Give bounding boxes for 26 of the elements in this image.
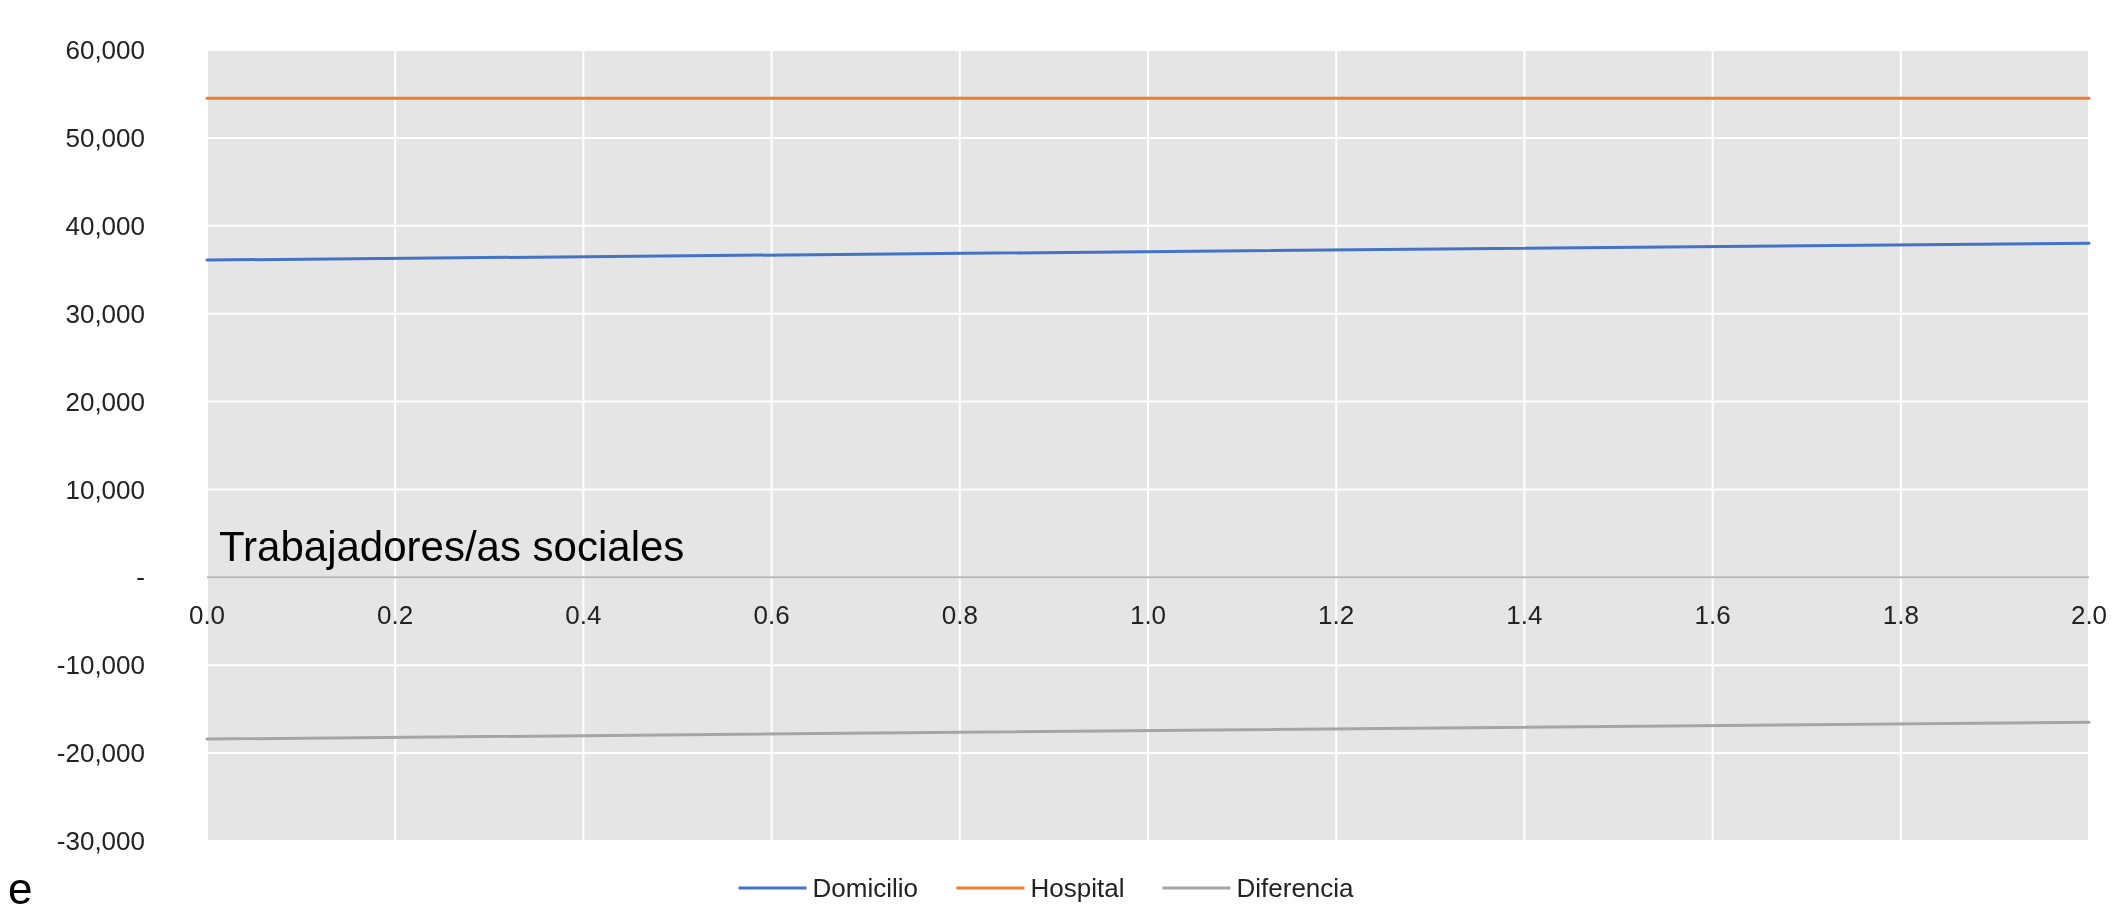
x-tick-label: 0.0 [188, 600, 226, 631]
text: e [8, 864, 33, 913]
y-tick-label: 60,000 [65, 35, 145, 66]
x-tick-label: 0.8 [941, 600, 978, 631]
x-tick-label: 1.4 [1506, 600, 1543, 631]
annotation: Trabajadores/as sociales [219, 523, 685, 571]
legend-label: Domicilio [812, 873, 918, 904]
x-tick-label: 1.0 [1129, 600, 1167, 631]
x-tick-label: 1.8 [1882, 600, 1919, 631]
y-tick-label: 30,000 [65, 298, 145, 329]
x-tick-label: 1.6 [1694, 600, 1731, 631]
x-tick-label: 0.6 [753, 600, 790, 631]
y-tick-label: -10,000 [56, 650, 145, 681]
x-tick-label: 0.2 [377, 600, 414, 631]
y-tick-label: -30,000 [56, 826, 145, 857]
y-tick-label: -20,000 [56, 738, 145, 769]
legend-label: Hospital [1030, 873, 1125, 904]
y-tick-label: - [136, 562, 145, 593]
y-tick-label: 40,000 [65, 210, 145, 241]
x-tick-label: 0.4 [565, 600, 602, 631]
x-tick-label: 2.0 [2070, 600, 2108, 631]
y-tick-label: 20,000 [65, 386, 145, 417]
y-tick-label: 50,000 [65, 122, 145, 153]
y-tick-label: 10,000 [65, 474, 145, 505]
legend-label: Diferencia [1236, 873, 1355, 904]
x-tick-label: 1.2 [1318, 600, 1355, 631]
